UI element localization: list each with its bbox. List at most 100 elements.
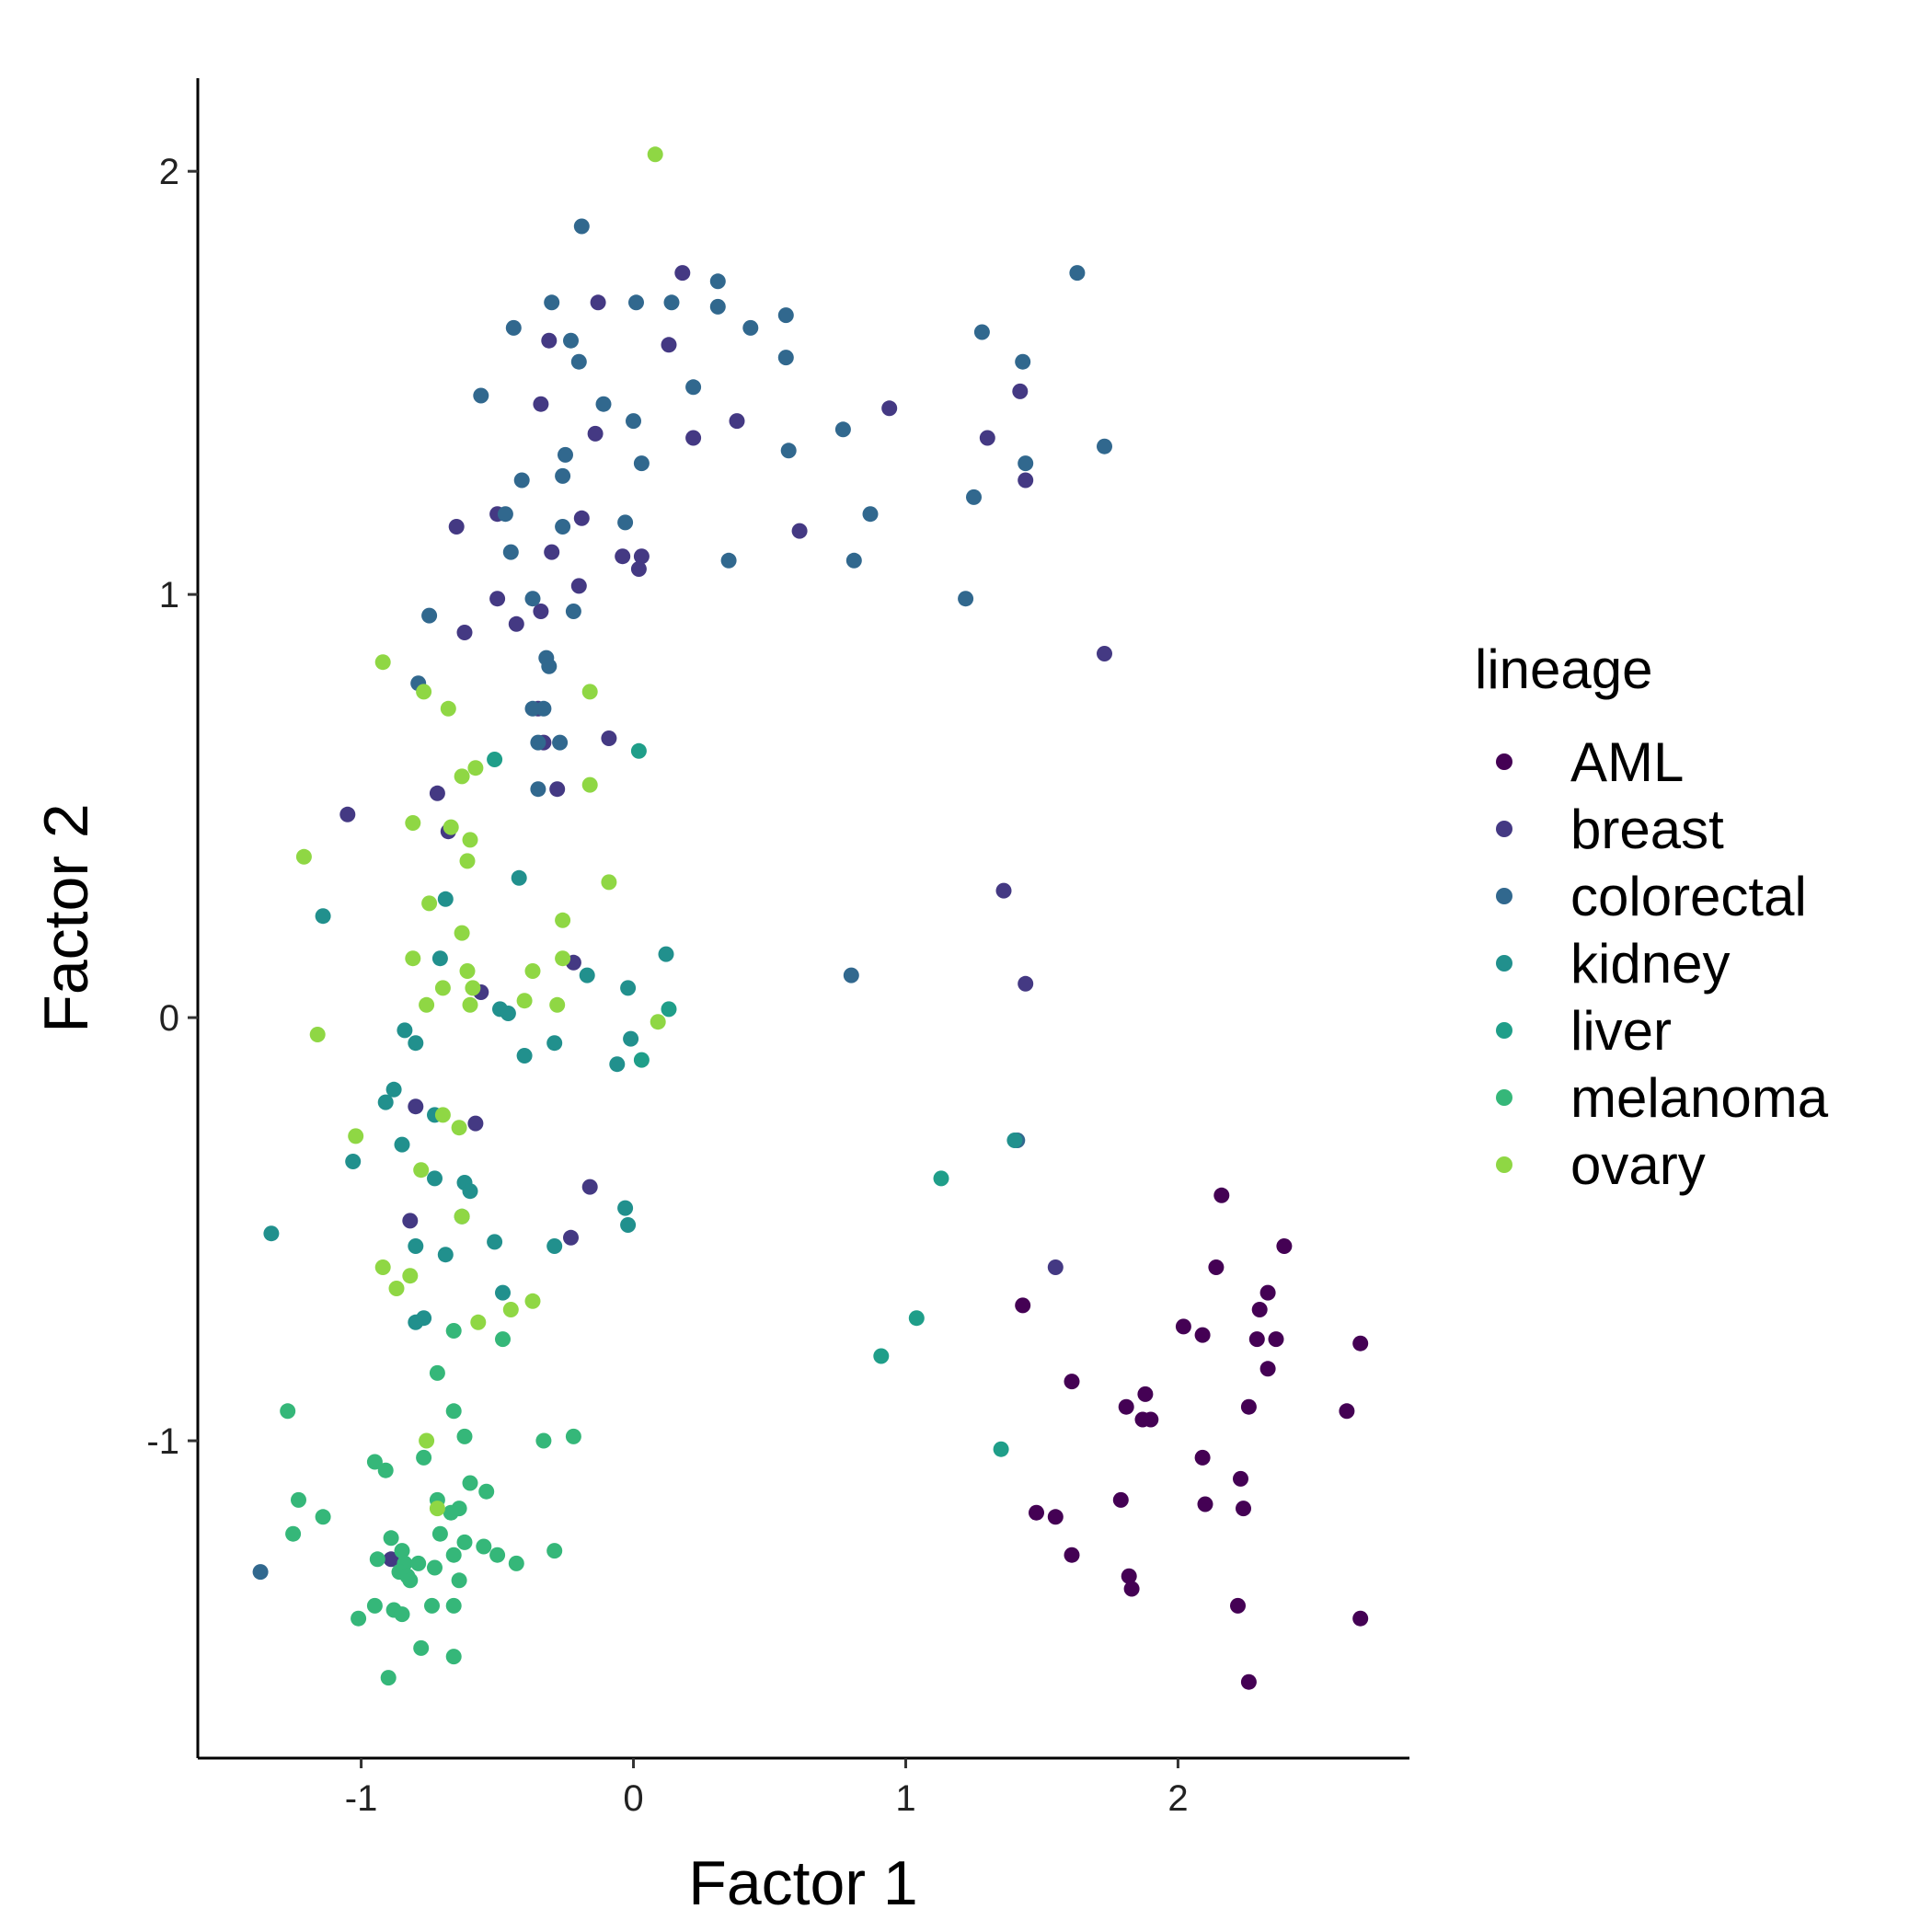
x-axis-title: Factor 1 <box>688 1848 917 1918</box>
point-melanoma-22 <box>445 1547 462 1563</box>
point-aml-9 <box>1352 1335 1369 1351</box>
point-colorectal-0 <box>573 218 590 235</box>
point-melanoma-0 <box>429 1364 445 1381</box>
y-tick-label: 2 <box>159 152 179 192</box>
legend-label-colorectal: colorectal <box>1570 866 1807 927</box>
point-breast-19 <box>630 561 647 577</box>
point-ovary-6 <box>454 768 470 785</box>
point-ovary-31 <box>348 1128 364 1144</box>
point-melanoma-33 <box>451 1572 467 1589</box>
legend-label-liver: liver <box>1570 1000 1672 1062</box>
point-aml-23 <box>1029 1504 1044 1521</box>
point-breast-13 <box>573 510 590 526</box>
point-breast-9 <box>1012 383 1029 399</box>
point-breast-34 <box>1018 975 1034 992</box>
point-breast-0 <box>674 265 691 282</box>
x-tick-label: 0 <box>623 1778 643 1819</box>
point-ovary-38 <box>502 1302 519 1317</box>
point-ovary-13 <box>601 874 617 891</box>
point-aml-6 <box>1194 1327 1211 1343</box>
point-ovary-18 <box>555 950 571 967</box>
y-tick-label: -1 <box>146 1421 179 1462</box>
point-melanoma-10 <box>478 1483 495 1500</box>
point-kidney-31 <box>495 1284 511 1301</box>
point-colorectal-31 <box>555 519 571 535</box>
point-kidney-28 <box>408 1238 424 1254</box>
point-aml-20 <box>1112 1491 1129 1508</box>
point-colorectal-19 <box>834 421 851 438</box>
point-aml-27 <box>1123 1581 1140 1597</box>
point-aml-3 <box>1259 1284 1276 1301</box>
point-melanoma-35 <box>351 1610 367 1627</box>
point-aml-1 <box>1276 1238 1293 1254</box>
point-aml-28 <box>1230 1597 1246 1614</box>
point-ovary-34 <box>374 1259 391 1275</box>
point-aml-30 <box>1240 1673 1257 1690</box>
point-ovary-7 <box>581 776 598 793</box>
point-melanoma-20 <box>476 1538 492 1555</box>
point-ovary-30 <box>451 1120 467 1136</box>
legend-label-ovary: ovary <box>1570 1134 1706 1196</box>
point-breast-22 <box>533 604 549 619</box>
point-kidney-13 <box>516 1048 533 1064</box>
point-colorectal-17 <box>595 396 612 412</box>
point-ovary-10 <box>462 832 478 848</box>
point-kidney-30 <box>437 1247 454 1263</box>
point-liver-1 <box>487 752 503 767</box>
point-colorectal-37 <box>421 607 438 624</box>
point-melanoma-8 <box>416 1449 432 1466</box>
x-tick-label: 1 <box>895 1778 915 1819</box>
point-breast-16 <box>544 544 560 560</box>
point-aml-14 <box>1240 1398 1257 1415</box>
data-points <box>252 146 1369 1690</box>
point-ovary-35 <box>402 1268 419 1284</box>
point-colorectal-28 <box>497 506 513 523</box>
point-melanoma-18 <box>431 1525 448 1542</box>
point-colorectal-7 <box>777 307 794 324</box>
point-aml-11 <box>1064 1374 1080 1390</box>
point-breast-15 <box>791 523 808 539</box>
point-breast-25 <box>1097 646 1112 661</box>
point-ovary-36 <box>388 1281 405 1296</box>
point-melanoma-5 <box>535 1432 552 1449</box>
point-ovary-28 <box>309 1027 326 1042</box>
point-melanoma-17 <box>383 1530 399 1547</box>
point-breast-39 <box>402 1213 419 1229</box>
point-kidney-10 <box>408 1035 424 1052</box>
point-breast-14 <box>448 519 465 535</box>
point-colorectal-1 <box>1069 265 1086 282</box>
point-liver-7 <box>633 1052 650 1068</box>
point-ovary-37 <box>524 1293 541 1309</box>
point-colorectal-46 <box>530 781 546 798</box>
point-colorectal-11 <box>563 332 579 349</box>
point-ovary-41 <box>429 1501 445 1517</box>
point-melanoma-32 <box>402 1572 419 1589</box>
point-melanoma-14 <box>443 1504 459 1521</box>
point-ovary-4 <box>440 700 456 717</box>
point-melanoma-31 <box>508 1555 524 1571</box>
point-colorectal-10 <box>973 324 990 340</box>
point-ovary-21 <box>465 980 481 996</box>
point-colorectal-12 <box>570 353 587 370</box>
point-breast-8 <box>881 400 898 417</box>
point-kidney-33 <box>408 1314 424 1330</box>
point-colorectal-3 <box>544 294 560 311</box>
point-colorectal-8 <box>505 319 522 336</box>
point-ovary-11 <box>295 848 312 865</box>
point-kidney-22 <box>462 1183 478 1200</box>
point-kidney-19 <box>345 1154 362 1169</box>
point-colorectal-36 <box>524 591 541 607</box>
point-colorectal-44 <box>530 734 546 751</box>
point-kidney-27 <box>487 1234 503 1250</box>
point-melanoma-24 <box>546 1543 563 1559</box>
point-breast-17 <box>615 548 631 565</box>
point-melanoma-23 <box>489 1547 506 1563</box>
point-kidney-25 <box>620 1217 637 1233</box>
point-melanoma-39 <box>445 1597 462 1614</box>
point-kidney-6 <box>620 980 637 996</box>
point-melanoma-38 <box>424 1597 440 1614</box>
legend-key-ovary <box>1496 1156 1512 1173</box>
point-breast-3 <box>541 332 558 349</box>
legend-key-colorectal <box>1496 888 1512 904</box>
